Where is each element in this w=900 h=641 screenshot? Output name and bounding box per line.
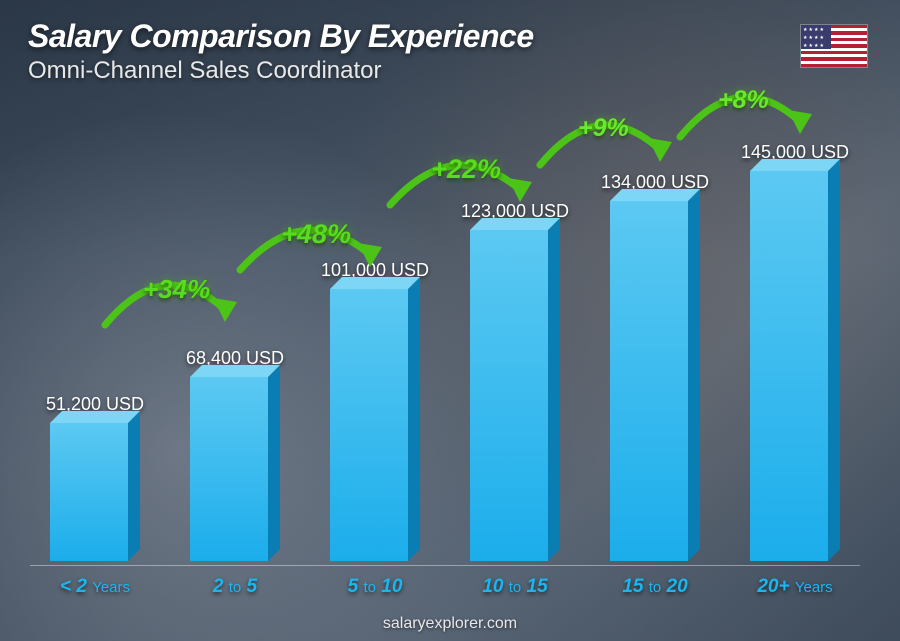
x-tick-label: 20+ Years [740, 566, 850, 601]
bar-column: 51,200 USD [40, 394, 150, 561]
bar [470, 230, 560, 561]
x-tick-label: 15 to 20 [600, 566, 710, 601]
x-tick-label: 5 to 10 [320, 566, 430, 601]
x-tick-label: < 2 Years [40, 566, 150, 601]
chart-title: Salary Comparison By Experience [28, 18, 872, 55]
bar-column: 145,000 USD [740, 142, 850, 561]
bar [610, 201, 700, 561]
bar-column: 123,000 USD [460, 201, 570, 561]
growth-percent-label: +48% [281, 219, 351, 250]
bar [190, 377, 280, 561]
x-tick-label: 10 to 15 [460, 566, 570, 601]
bar-column: 101,000 USD [320, 260, 430, 561]
bar-column: 134,000 USD [600, 172, 710, 561]
header: Salary Comparison By Experience Omni-Cha… [28, 18, 872, 85]
chart-subtitle: Omni-Channel Sales Coordinator [28, 57, 872, 85]
bar [50, 423, 140, 561]
growth-percent-label: +9% [578, 114, 629, 143]
growth-percent-label: +8% [718, 86, 769, 115]
infographic-container: Salary Comparison By Experience Omni-Cha… [0, 0, 900, 641]
footer-source: salaryexplorer.com [0, 615, 900, 633]
flag-canton [801, 25, 831, 49]
growth-percent-label: +34% [143, 274, 210, 305]
x-tick-label: 2 to 5 [180, 566, 290, 601]
x-axis: < 2 Years 2 to 5 5 to 10 10 to 15 15 to 20 20… [30, 565, 860, 601]
bar [330, 289, 420, 561]
growth-percent-label: +22% [431, 154, 501, 185]
bar [750, 171, 840, 561]
country-flag-us [800, 24, 868, 68]
bar-column: 68,400 USD [180, 348, 290, 561]
